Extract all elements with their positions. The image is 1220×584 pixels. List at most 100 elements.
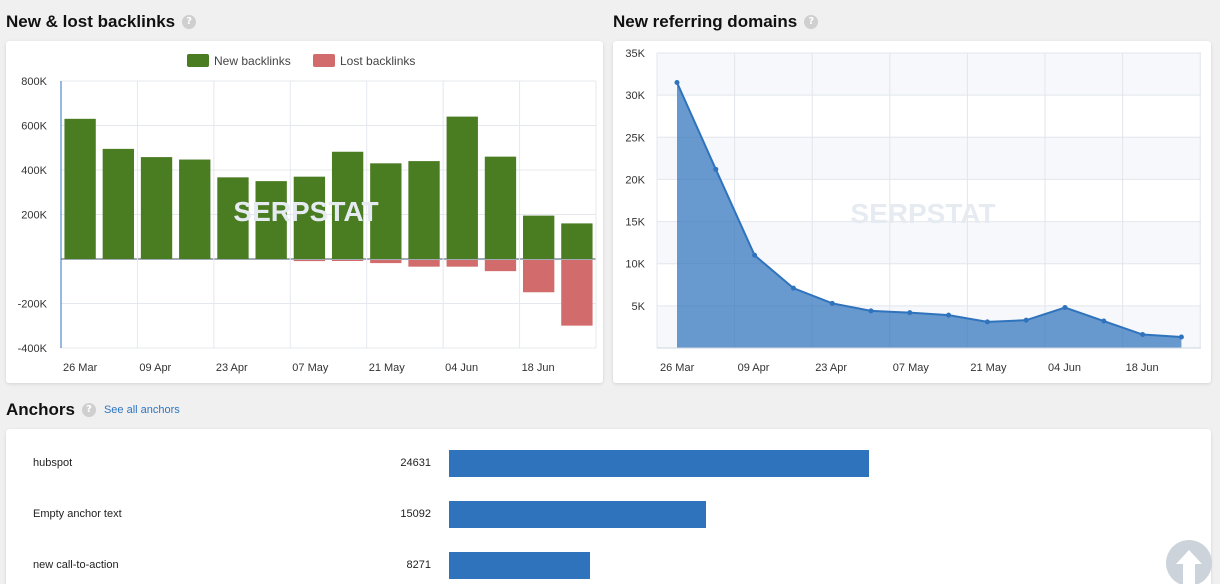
new-backlinks-bar xyxy=(370,163,402,259)
anchor-label: Empty anchor text xyxy=(33,508,122,520)
referring-domains-chart: SERPSTAT 35K 30K 25K 20K 15K 10K 5K 26 Mar 09 Ap… xyxy=(625,48,1201,374)
data-point xyxy=(829,300,835,306)
referring-domains-area xyxy=(677,82,1182,348)
help-icon[interactable]: ? xyxy=(804,15,819,29)
y-tick-label: 35K xyxy=(625,48,645,60)
new-backlinks-bar xyxy=(408,161,440,259)
lost-backlinks-bar xyxy=(331,260,364,261)
x-tick-label: 09 Apr xyxy=(139,362,171,374)
new-backlinks-bar xyxy=(140,157,173,259)
new-backlinks-bar xyxy=(523,215,555,259)
y-tick-label: 25K xyxy=(625,132,645,144)
new-backlinks-bar xyxy=(102,148,134,259)
arrow-up-icon xyxy=(1176,550,1202,584)
data-point xyxy=(1140,332,1146,338)
anchor-count: 15092 xyxy=(400,508,431,520)
referring-title: New referring domains xyxy=(613,12,798,31)
serpstat-watermark: SERPSTAT xyxy=(850,198,995,229)
data-point xyxy=(946,312,952,318)
anchor-label: hubspot xyxy=(33,457,73,469)
lost-backlinks-bar xyxy=(370,260,402,264)
x-tick-label: 04 Jun xyxy=(1048,362,1081,374)
anchor-bar xyxy=(449,552,591,579)
legend-new-label[interactable]: New backlinks xyxy=(214,54,291,68)
x-tick-label: 23 Apr xyxy=(216,362,248,374)
anchor-bar xyxy=(449,501,707,528)
y-tick-label: 5K xyxy=(632,301,646,313)
data-point xyxy=(1062,305,1068,311)
data-point xyxy=(907,310,913,316)
x-tick-label: 26 Mar xyxy=(660,362,695,374)
x-tick-label: 07 May xyxy=(893,362,930,374)
anchor-label: new call-to-action xyxy=(33,559,119,571)
x-tick-label: 09 Apr xyxy=(738,362,770,374)
backlinks-chart-card: 800K 600K 400K 200K -200K -400K 26 Mar 09 Apr 23… xyxy=(6,41,603,383)
legend-lost-label[interactable]: Lost backlinks xyxy=(340,54,415,68)
scroll-to-top-button[interactable] xyxy=(1166,540,1212,584)
x-tick-label: 23 Apr xyxy=(815,362,847,374)
y-tick-label: -400K xyxy=(18,343,48,355)
data-point xyxy=(1101,318,1107,324)
x-tick-label: 18 Jun xyxy=(1126,362,1159,374)
new-backlinks-bar xyxy=(179,159,211,259)
anchor-row[interactable]: new call-to-action 8271 xyxy=(6,551,1211,579)
referring-section-title: New referring domains ? xyxy=(613,12,819,32)
data-point xyxy=(674,80,680,85)
new-backlinks-bar xyxy=(331,151,364,259)
anchors-section-title: Anchors ? See all anchors xyxy=(6,400,180,420)
x-tick-label: 21 May xyxy=(369,362,406,374)
data-point xyxy=(713,166,719,172)
y-tick-label: 600K xyxy=(21,121,47,133)
data-point xyxy=(790,285,796,291)
anchors-title: Anchors xyxy=(6,400,75,419)
lost-backlinks-bar xyxy=(446,260,478,267)
new-backlinks-bar xyxy=(561,223,593,259)
data-point xyxy=(1023,317,1029,323)
x-tick-label: 26 Mar xyxy=(63,362,98,374)
lost-backlinks-bar xyxy=(523,260,555,293)
anchor-count: 8271 xyxy=(406,559,431,571)
new-backlinks-bar xyxy=(484,156,517,259)
backlinks-section-title: New & lost backlinks ? xyxy=(6,12,197,32)
new-backlinks-bar xyxy=(446,116,478,259)
y-tick-label: -200K xyxy=(18,299,48,311)
anchor-bar xyxy=(449,450,869,477)
see-all-anchors-link[interactable]: See all anchors xyxy=(103,404,180,416)
x-tick-label: 18 Jun xyxy=(522,362,555,374)
referring-chart-card: SERPSTAT 35K 30K 25K 20K 15K 10K 5K 26 Mar 09 Ap… xyxy=(613,41,1211,383)
grid-band xyxy=(657,53,1201,96)
new-backlinks-bar xyxy=(293,176,326,259)
y-tick-label: 200K xyxy=(21,210,47,222)
y-tick-label: 20K xyxy=(625,174,645,186)
legend-lost-swatch[interactable] xyxy=(313,54,335,67)
y-tick-label: 400K xyxy=(21,165,47,177)
y-tick-label: 30K xyxy=(625,90,645,102)
data-point xyxy=(868,308,874,314)
legend-new-swatch[interactable] xyxy=(187,54,209,67)
backlinks-chart: 800K 600K 400K 200K -200K -400K 26 Mar 09 Apr 23… xyxy=(18,54,597,374)
serpstat-watermark: SERPSTAT xyxy=(233,196,378,227)
help-icon[interactable]: ? xyxy=(81,403,96,417)
lost-backlinks-bar xyxy=(561,260,593,326)
y-tick-label: 10K xyxy=(625,259,645,271)
y-tick-label: 800K xyxy=(21,76,47,88)
x-tick-label: 04 Jun xyxy=(445,362,478,374)
lost-backlinks-bar xyxy=(408,260,440,267)
grid-band xyxy=(657,137,1201,180)
data-point xyxy=(752,252,758,258)
new-backlinks-bar xyxy=(255,181,287,259)
anchors-card: hubspot 24631 Empty anchor text 15092 ne… xyxy=(6,429,1211,584)
lost-backlinks-bar xyxy=(293,260,326,262)
new-backlinks-bar xyxy=(217,177,249,259)
help-icon[interactable]: ? xyxy=(182,15,197,29)
y-tick-label: 15K xyxy=(625,217,645,229)
x-tick-label: 21 May xyxy=(970,362,1007,374)
referring-domains-line xyxy=(676,82,1182,339)
backlinks-title: New & lost backlinks xyxy=(6,12,176,31)
anchor-count: 24631 xyxy=(400,457,431,469)
anchor-row[interactable]: Empty anchor text 15092 xyxy=(6,500,1211,528)
data-point xyxy=(984,319,990,325)
x-tick-label: 07 May xyxy=(292,362,329,374)
lost-backlinks-bar xyxy=(484,260,517,272)
anchor-row[interactable]: hubspot 24631 xyxy=(6,449,1211,477)
